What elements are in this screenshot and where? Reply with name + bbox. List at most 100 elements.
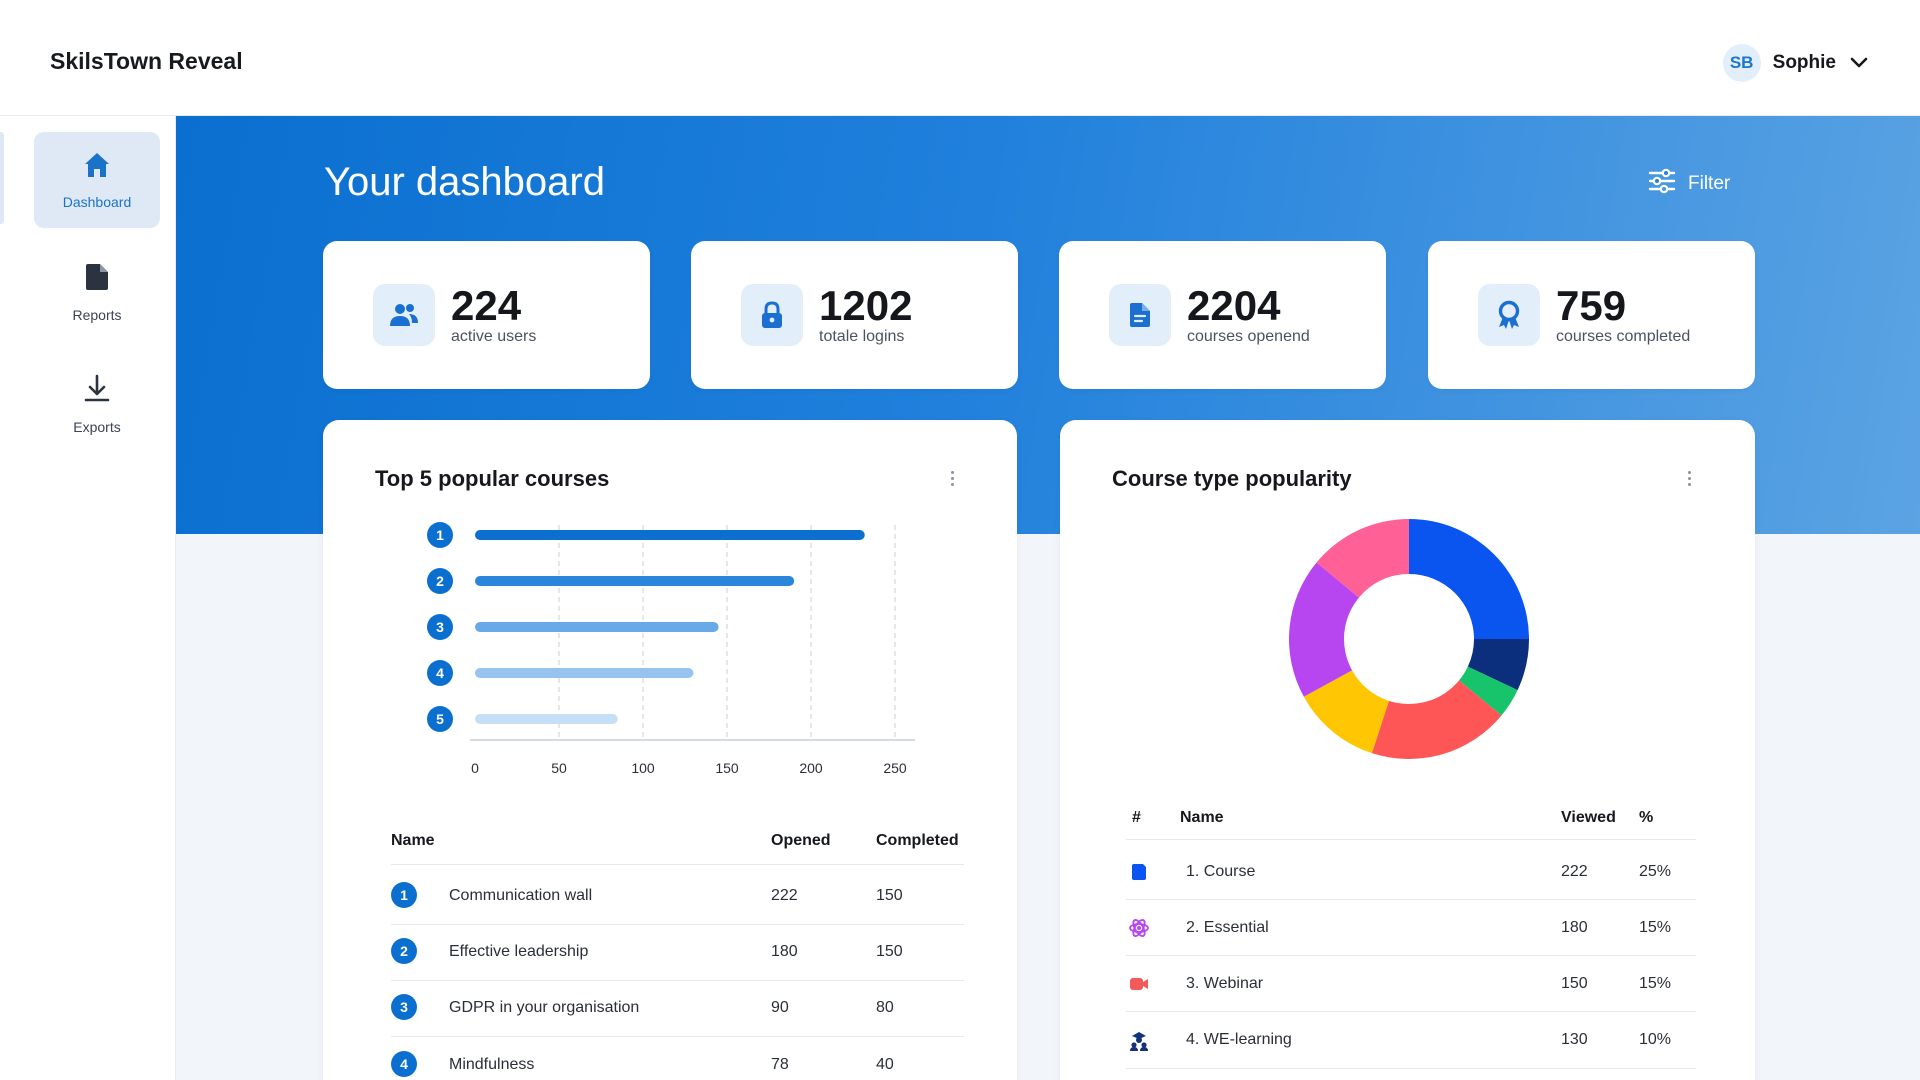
course-type-title: Course type popularity bbox=[1112, 466, 1352, 491]
rank-badge bbox=[427, 706, 453, 732]
category-label: 1 bbox=[436, 527, 444, 543]
filter-button[interactable]: Filter bbox=[1648, 168, 1730, 200]
type-viewed: 180 bbox=[1561, 919, 1588, 936]
sidebar-item-exports[interactable]: Exports bbox=[34, 356, 160, 452]
donut-slice bbox=[1459, 666, 1518, 716]
type-name: 4. WE-learning bbox=[1186, 1031, 1292, 1048]
category-label: 3 bbox=[436, 619, 444, 635]
award-icon bbox=[1478, 284, 1540, 346]
sidebar-item-label: Dashboard bbox=[62, 193, 132, 210]
stat-value: 759 bbox=[1556, 282, 1627, 329]
course-completed: 150 bbox=[876, 943, 903, 960]
chevron-down-icon[interactable] bbox=[1848, 52, 1870, 74]
type-viewed: 130 bbox=[1561, 1031, 1588, 1048]
stat-label: courses completed bbox=[1556, 328, 1691, 345]
col-header-name: Name bbox=[391, 832, 435, 849]
rank-badge: 2 bbox=[391, 938, 417, 964]
type-percent: 25% bbox=[1639, 863, 1672, 880]
category-label: 5 bbox=[436, 711, 444, 727]
bar bbox=[475, 622, 719, 632]
users-icon bbox=[373, 284, 435, 346]
divider bbox=[1126, 1068, 1696, 1069]
donut-slice bbox=[1409, 519, 1529, 639]
col-header-percent: % bbox=[1639, 809, 1654, 826]
type-percent: 15% bbox=[1639, 919, 1672, 936]
x-tick-label: 0 bbox=[471, 760, 479, 776]
user-name[interactable]: Sophie bbox=[1772, 52, 1836, 73]
divider bbox=[391, 864, 964, 865]
bar bbox=[475, 714, 618, 724]
sidebar-item-dashboard[interactable]: Dashboard bbox=[34, 132, 160, 228]
sliders-icon bbox=[1648, 168, 1676, 200]
avatar[interactable]: SB bbox=[1722, 44, 1761, 82]
col-header-name: Name bbox=[1180, 809, 1224, 826]
type-name: 2. Essential bbox=[1186, 919, 1269, 936]
col-header-completed: Completed bbox=[876, 832, 959, 849]
video-icon bbox=[1129, 976, 1149, 997]
stat-label: active users bbox=[451, 328, 537, 345]
sidebar-item-label: Exports bbox=[73, 418, 121, 435]
x-tick-label: 100 bbox=[631, 760, 655, 776]
download-icon bbox=[83, 374, 111, 409]
course-name: Mindfulness bbox=[449, 1056, 535, 1073]
donut-slice bbox=[1303, 670, 1389, 754]
course-type-donut-chart bbox=[1289, 519, 1529, 759]
divider bbox=[391, 1036, 964, 1037]
rank-badge bbox=[427, 522, 453, 548]
divider bbox=[1126, 899, 1696, 900]
type-percent: 15% bbox=[1639, 975, 1672, 992]
type-viewed: 150 bbox=[1561, 975, 1588, 992]
x-tick-label: 200 bbox=[799, 760, 823, 776]
col-header-opened: Opened bbox=[771, 832, 831, 849]
bar bbox=[475, 668, 694, 678]
stat-card-active-users: 224 active users bbox=[323, 241, 650, 389]
sidebar-item-reports[interactable]: Reports bbox=[34, 244, 160, 340]
course-completed: 80 bbox=[876, 999, 894, 1016]
course-opened: 222 bbox=[771, 887, 798, 904]
x-tick-label: 250 bbox=[883, 760, 907, 776]
rank-badge bbox=[427, 614, 453, 640]
col-header-viewed: Viewed bbox=[1561, 809, 1616, 826]
divider bbox=[1126, 955, 1696, 956]
rank-badge bbox=[427, 660, 453, 686]
course-name: GDPR in your organisation bbox=[449, 999, 640, 1016]
course-icon bbox=[1131, 863, 1147, 886]
stat-card-total-logins: 1202 totale logins bbox=[691, 241, 1018, 389]
stat-card-courses-completed: 759 courses completed bbox=[1428, 241, 1755, 389]
course-opened: 78 bbox=[771, 1056, 789, 1073]
course-name: Communication wall bbox=[449, 887, 593, 904]
popular-courses-title: Top 5 popular courses bbox=[375, 466, 610, 491]
donut-slice bbox=[1371, 680, 1502, 759]
stat-label: totale logins bbox=[819, 328, 905, 345]
popular-courses-chart: 0 50 100 150 200 250 1 2 3 4 5 bbox=[427, 522, 915, 776]
donut-slice bbox=[1289, 562, 1359, 697]
sidebar-active-indicator bbox=[0, 132, 4, 224]
page-title: Your dashboard bbox=[324, 160, 605, 204]
stat-value: 2204 bbox=[1187, 282, 1281, 329]
divider bbox=[1126, 1011, 1696, 1012]
lock-icon bbox=[741, 284, 803, 346]
type-percent: 10% bbox=[1639, 1031, 1672, 1048]
rank-badge: 1 bbox=[391, 882, 417, 908]
type-name: 1. Course bbox=[1186, 863, 1256, 880]
col-header-num: # bbox=[1132, 809, 1141, 826]
group-icon bbox=[1129, 1031, 1149, 1056]
x-tick-label: 50 bbox=[551, 760, 567, 776]
type-viewed: 222 bbox=[1561, 863, 1588, 880]
stat-label: courses openend bbox=[1187, 328, 1310, 345]
bar bbox=[475, 576, 795, 586]
sidebar-item-label: Reports bbox=[72, 306, 122, 323]
course-completed: 40 bbox=[876, 1056, 894, 1073]
more-options-icon[interactable] bbox=[1679, 466, 1699, 490]
app-title: SkilsTown Reveal bbox=[50, 48, 243, 74]
stat-value: 224 bbox=[451, 282, 522, 329]
user-menu[interactable]: SB Sophie bbox=[1722, 44, 1870, 82]
document-icon bbox=[84, 262, 110, 297]
atom-icon bbox=[1129, 918, 1149, 943]
category-label: 2 bbox=[436, 573, 444, 589]
stat-value: 1202 bbox=[819, 282, 913, 329]
rank-badge: 4 bbox=[391, 1051, 417, 1077]
course-name: Effective leadership bbox=[449, 943, 589, 960]
more-options-icon[interactable] bbox=[942, 466, 962, 490]
course-opened: 90 bbox=[771, 999, 789, 1016]
